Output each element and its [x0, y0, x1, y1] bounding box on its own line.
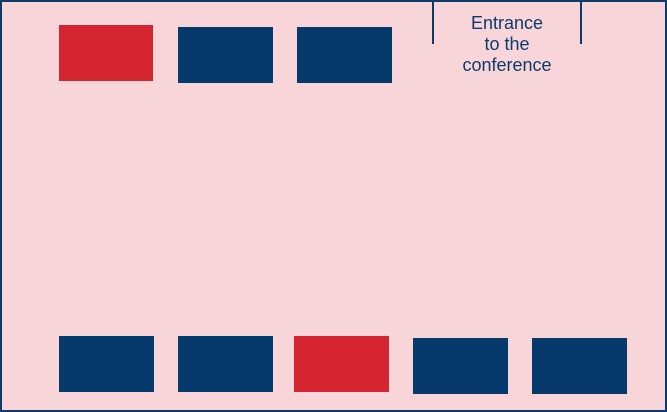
- entrance-opening: [432, 0, 582, 44]
- entrance-label-line-3: conference: [462, 55, 552, 75]
- booth-top-1[interactable]: [59, 25, 153, 81]
- entrance-label-line-1: Entrance: [470, 13, 544, 33]
- booth-bottom-4[interactable]: [413, 338, 508, 394]
- entrance-label: Entrance to the conference: [431, 13, 583, 76]
- booth-bottom-5[interactable]: [532, 338, 627, 394]
- booth-top-3[interactable]: [297, 27, 392, 83]
- booth-top-2[interactable]: [178, 27, 273, 83]
- booth-bottom-2[interactable]: [178, 336, 273, 392]
- entrance-label-line-2: to the: [484, 34, 530, 54]
- booth-bottom-3[interactable]: [294, 336, 389, 392]
- booth-bottom-1[interactable]: [59, 336, 154, 392]
